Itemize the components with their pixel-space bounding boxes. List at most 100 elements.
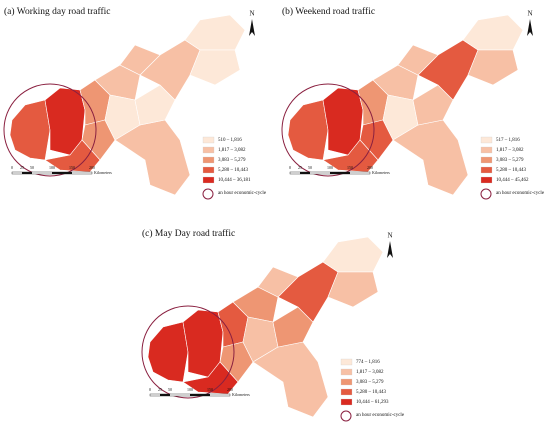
scale-unit: Kilometers [94,170,112,175]
panel-title: (c) May Day road traffic [142,228,235,239]
district [189,49,241,86]
legend-circle [480,188,492,200]
legend-label: 517 – 1,816 [496,138,520,143]
district [134,84,176,126]
district [182,361,239,395]
legend-swatch [202,166,215,174]
north-label: N [527,10,532,18]
map-panel: (a) Working day road traffic N 510 – 1,816… [3,6,267,200]
legend-label: 5,280 – 10,443 [356,390,387,395]
legend-swatch [480,176,493,184]
scale-bar-fill [330,172,350,174]
legend-label: 10,444 – 36,181 [218,178,251,183]
legend-circle [202,188,214,200]
scale-bar-fill [52,172,72,174]
district [467,49,519,86]
legend-label: 10,444 – 45,462 [496,178,529,183]
legend-swatch [202,176,215,184]
legend-circle-label: an hour economic-cycle [218,191,267,196]
map-panel: (c) May Day road traffic N 774 – 1,816 1,81… [141,228,405,422]
legend-swatch [480,166,493,174]
scale-label: 100 [187,387,193,392]
district [392,119,469,196]
district [272,306,314,348]
legend-swatch [340,368,353,376]
district [359,119,394,161]
legend-swatch [340,398,353,406]
legend-label: 3,083 – 5,279 [356,380,384,385]
economic-circle [141,305,235,399]
district [327,271,379,308]
scale-label: 50 [30,165,34,170]
district [119,44,161,76]
panel-title: (a) Working day road traffic [4,6,111,17]
district [81,119,116,161]
legend-swatch [202,156,215,164]
scale-bar-fill [300,172,310,174]
north-label: N [249,10,254,18]
panel-title: (b) Weekend road traffic [282,6,375,17]
scale-bar-fill [160,394,170,396]
legend-swatch [340,378,353,386]
scale-bar-fill [190,394,210,396]
district [252,341,329,418]
legend-circle-label: an hour economic-cycle [356,413,405,418]
scale-label: 0 [11,165,13,170]
scale-label: 200 [227,387,233,392]
map-panel: (b) Weekend road traffic N 517 – 1,816 1,81… [281,6,545,200]
north-label: N [387,232,392,240]
district [372,64,419,101]
scale-label: 200 [89,165,95,170]
district [114,119,191,196]
economic-circle [281,83,375,177]
legend-swatch [340,388,353,396]
north-arrow [249,19,255,36]
legend-label: 5,280 – 10,443 [218,168,249,173]
legend-label: 5,280 – 10,443 [496,168,527,173]
scale-unit: Kilometers [232,392,250,397]
scale-label: 100 [49,165,55,170]
district [412,84,454,126]
legend-swatch [202,136,215,144]
district [232,286,279,323]
district [44,139,101,173]
legend-circle [340,410,352,422]
legend-label: 3,083 – 5,279 [218,158,246,163]
scale-label: 50 [168,387,172,392]
scale-label: 150 [207,387,213,392]
district [322,139,379,173]
scale-label: 150 [69,165,75,170]
legend-swatch [202,146,215,154]
scale-label: 100 [327,165,333,170]
legend-label: 3,083 – 5,279 [496,158,524,163]
scale-label: 0 [289,165,291,170]
legend-swatch [480,156,493,164]
legend-swatch [480,146,493,154]
legend-label: 1,817 – 3,082 [356,370,384,375]
scale-label: 50 [308,165,312,170]
legend-swatch [480,136,493,144]
north-arrow [527,19,533,36]
scale-label: 150 [347,165,353,170]
economic-circle [3,83,97,177]
scale-label: 25 [158,387,162,392]
district [397,44,439,76]
legend-label: 1,817 – 3,082 [218,148,246,153]
legend-swatch [340,358,353,366]
legend-label: 774 – 1,816 [356,360,380,365]
legend-label: 510 – 1,816 [218,138,242,143]
scale-label: 25 [20,165,24,170]
district [257,266,299,298]
scale-label: 0 [149,387,151,392]
district [219,341,254,383]
north-arrow [387,241,393,258]
scale-label: 25 [298,165,302,170]
legend-label: 1,817 – 3,082 [496,148,524,153]
scale-bar-fill [22,172,32,174]
scale-unit: Kilometers [372,170,390,175]
legend-label: 10,444 – 61,293 [356,400,389,405]
district [94,64,141,101]
scale-label: 200 [367,165,373,170]
legend-circle-label: an hour economic-cycle [496,191,545,196]
